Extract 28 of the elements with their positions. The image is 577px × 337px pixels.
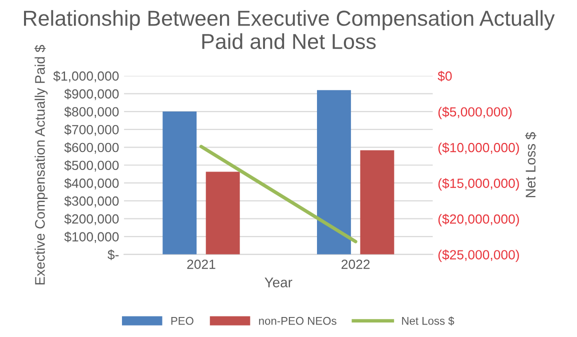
y2-tick-label: ($20,000,000) [438,214,519,226]
x-tick-label: 2021 [187,260,216,269]
bar [162,112,197,254]
y2-tick-label: ($25,000,000) [438,250,519,262]
y-tick-label: $500,000 [64,160,119,172]
y-tick-label: $600,000 [64,142,119,154]
y-tick-label: $300,000 [64,196,119,208]
y-tick-label: $700,000 [64,124,119,136]
y2-tick-label: $0 [438,70,452,82]
bar [360,150,394,254]
x-axis-title: Year [264,278,292,288]
y-tick-label: $- [108,249,119,260]
bar [316,90,351,254]
legend-label: non-PEO NEOs [259,316,336,325]
x-tick-label: 2022 [342,260,370,269]
y2-axis-title: Net Loss $ [525,132,536,198]
y-tick-label: $1,000,000 [53,70,119,82]
y2-tick-label: ($15,000,000) [438,178,519,191]
y-tick-label: $100,000 [64,232,119,244]
y2-tick-label: ($5,000,000) [438,106,512,120]
y2-tick-label: ($10,000,000) [438,142,519,155]
y-tick-label: $200,000 [64,214,119,226]
legend-label: Net Loss $ [402,316,454,326]
y-tick-label: $900,000 [64,88,119,100]
y-tick-label: $800,000 [64,106,119,118]
legend-label: PEO [171,316,194,325]
y-tick-label: $400,000 [64,178,119,190]
bar [206,172,240,254]
